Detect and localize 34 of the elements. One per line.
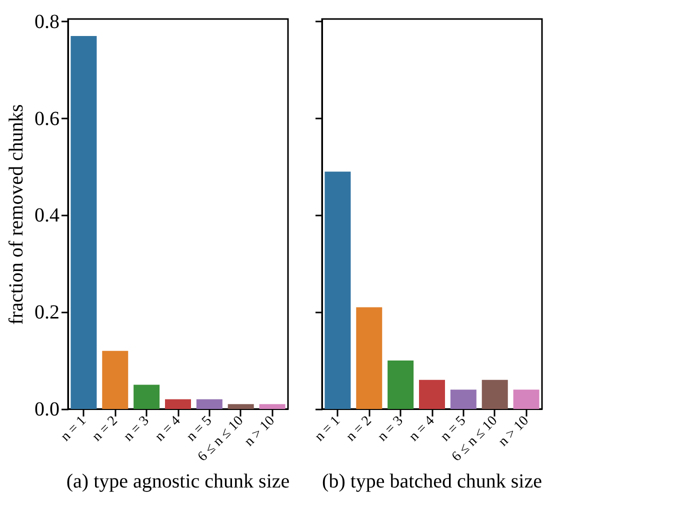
bar — [513, 390, 540, 409]
bar — [324, 172, 351, 409]
y-tick-label: 0.0 — [34, 398, 60, 420]
x-tick-label: n = 3 — [121, 414, 152, 445]
y-tick-label: 0.8 — [34, 10, 60, 33]
bar — [102, 350, 128, 409]
y-tick-label: 0.6 — [34, 108, 60, 130]
bar — [228, 404, 254, 409]
x-tick-label: n = 4 — [152, 414, 184, 445]
y-axis-title: fraction of removed chunks — [6, 104, 28, 325]
bar — [450, 390, 476, 409]
x-tick-label: n = 5 — [184, 414, 216, 445]
y-tick-label: 0.4 — [34, 204, 60, 227]
x-tick-label: n = 1 — [312, 414, 344, 445]
x-tick-label: n = 4 — [406, 414, 438, 445]
bar — [259, 404, 286, 409]
bar — [134, 384, 160, 409]
x-tick-label: n = 5 — [438, 414, 470, 445]
x-tick-label: n > 10 — [242, 414, 278, 450]
text: (b) type batched chunk size — [322, 470, 542, 493]
bar — [482, 380, 508, 409]
bar — [196, 399, 222, 409]
bar — [70, 36, 97, 409]
bar — [388, 360, 414, 409]
bar — [165, 399, 191, 409]
y-tick-label: 0.2 — [34, 302, 60, 324]
bar — [419, 380, 445, 409]
x-tick-label: n > 10 — [496, 414, 532, 450]
text: (a) type agnostic chunk size — [66, 470, 290, 493]
x-tick-label: n = 3 — [375, 414, 406, 445]
bar — [356, 307, 382, 409]
x-tick-label: n = 2 — [90, 414, 121, 445]
x-tick-label: n = 1 — [58, 414, 90, 445]
x-tick-label: n = 2 — [344, 414, 375, 445]
